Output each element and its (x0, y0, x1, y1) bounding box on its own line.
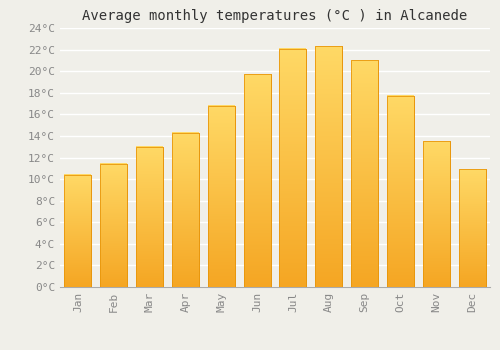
Bar (208, 106, 234, 287)
Bar (458, 169, 485, 287)
Bar (351, 60, 378, 287)
Bar (458, 169, 485, 287)
Bar (172, 133, 199, 287)
Bar (208, 106, 234, 287)
Bar (244, 75, 270, 287)
Bar (387, 96, 414, 287)
Bar (423, 141, 450, 287)
Bar (316, 46, 342, 287)
Bar (316, 46, 342, 287)
Bar (280, 49, 306, 287)
Bar (64, 175, 92, 287)
Bar (387, 96, 414, 287)
Bar (351, 60, 378, 287)
Bar (136, 147, 163, 287)
Title: Average monthly temperatures (°C ) in Alcanede: Average monthly temperatures (°C ) in Al… (82, 9, 468, 23)
Bar (280, 49, 306, 287)
Bar (100, 164, 127, 287)
Bar (244, 75, 270, 287)
Bar (64, 175, 92, 287)
Bar (100, 164, 127, 287)
Bar (136, 147, 163, 287)
Bar (423, 141, 450, 287)
Bar (172, 133, 199, 287)
